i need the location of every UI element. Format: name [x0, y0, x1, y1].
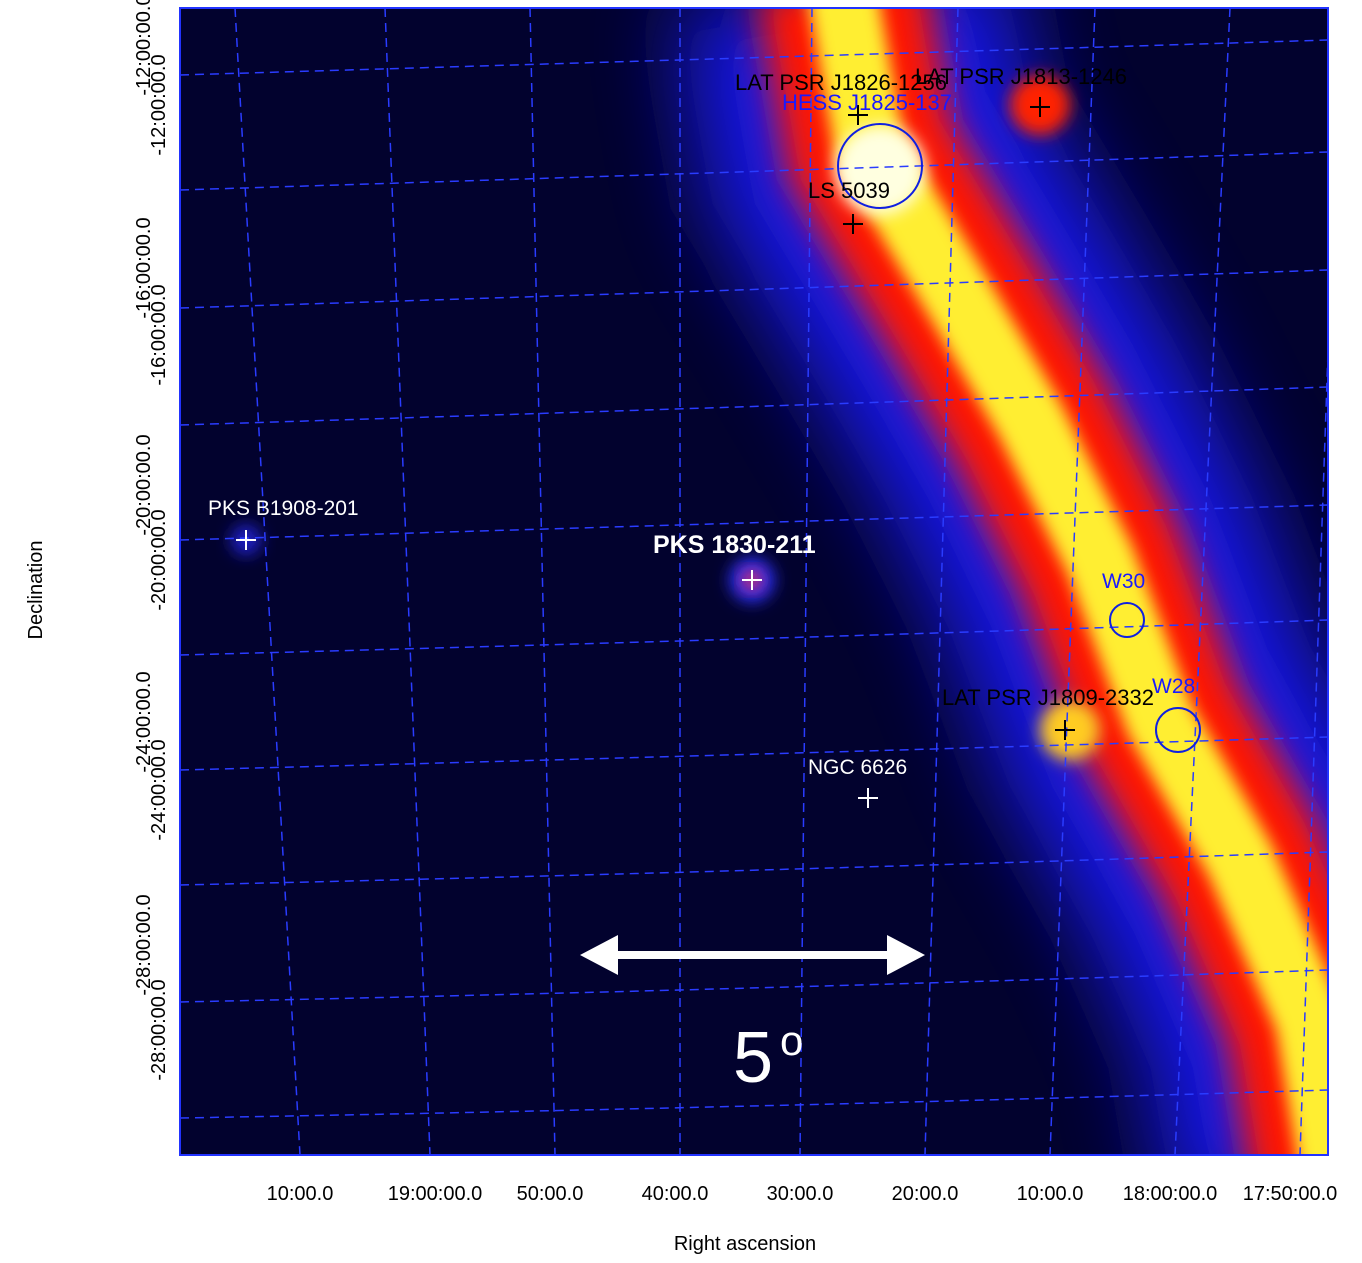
y-tick-label: -20:00:00.0 — [148, 509, 170, 610]
y-tick-label: -28:00:00.0 — [133, 894, 155, 995]
scale-unit: o — [780, 1017, 803, 1064]
source-label: PKS B1908-201 — [208, 497, 359, 520]
y-tick-label: -16:00:00.0 — [133, 217, 155, 318]
y-tick-label: -28:00:00.0 — [148, 979, 170, 1080]
y-axis-title: Declination — [25, 541, 47, 640]
x-axis-title: Right ascension — [674, 1233, 816, 1255]
scale-label: 5 — [733, 1018, 773, 1098]
x-tick-label: 30:00.0 — [767, 1183, 834, 1205]
y-tick-label: -24:00:00.0 — [148, 739, 170, 840]
y-tick-label: -20:00:00.0 — [133, 434, 155, 535]
x-tick-label: 20:00.0 — [892, 1183, 959, 1205]
source-label: LAT PSR J1813-1246 — [915, 64, 1127, 89]
y-tick-label: -12:00:00.0 — [133, 0, 155, 96]
source-label: LS 5039 — [808, 178, 890, 203]
x-tick-label: 19:00:00.0 — [388, 1183, 483, 1205]
image — [180, 8, 1328, 1155]
x-tick-label: 50:00.0 — [517, 1183, 584, 1205]
source-label: LAT PSR J1826-1256 — [735, 70, 947, 95]
x-tick-label: 18:00:00.0 — [1123, 1183, 1218, 1205]
frame — [179, 7, 1329, 1156]
source-label: HESS J1825-137 — [782, 90, 952, 115]
source-label: W28 — [1152, 675, 1195, 698]
source-label: PKS 1830-211 — [653, 531, 816, 559]
source-label: NGC 6626 — [808, 756, 907, 779]
y-tick-label: -24:00:00.0 — [133, 671, 155, 772]
x-tick-label: 17:50:00.0 — [1243, 1183, 1338, 1205]
source-label: W30 — [1102, 570, 1145, 593]
x-tick-label: 10:00.0 — [267, 1183, 334, 1205]
source-label: LAT PSR J1809-2332 — [942, 685, 1154, 710]
y-tick-label: -12:00:00.0 — [148, 54, 170, 155]
y-tick-label: -16:00:00.0 — [148, 284, 170, 385]
x-tick-label: 40:00.0 — [642, 1183, 709, 1205]
x-tick-label: 10:00.0 — [1017, 1183, 1084, 1205]
